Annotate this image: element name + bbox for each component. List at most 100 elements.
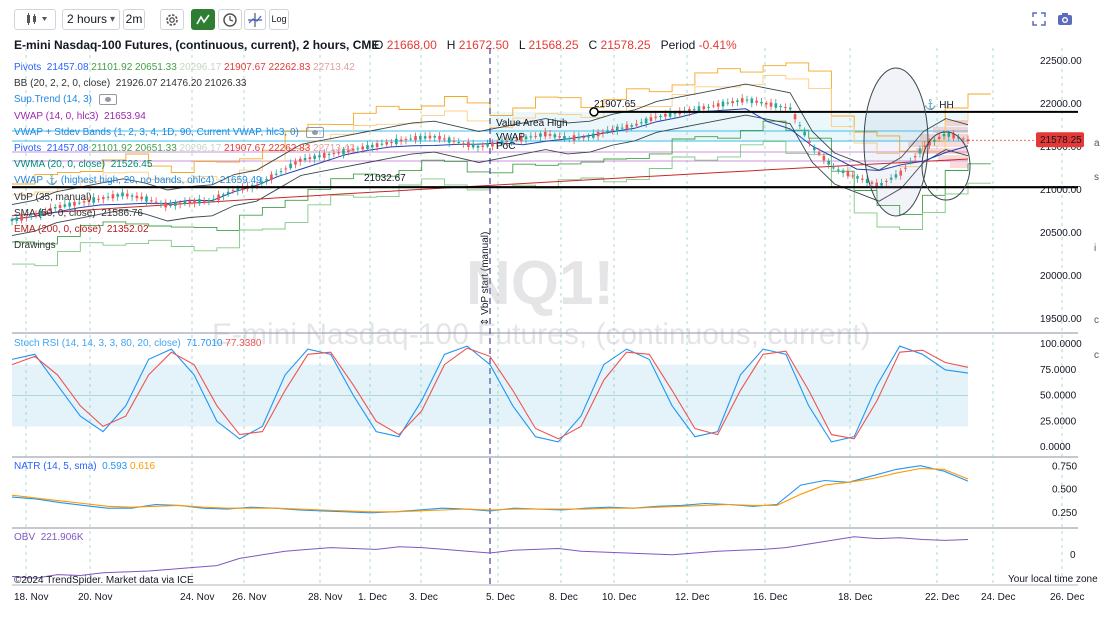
candle-body bbox=[961, 138, 965, 140]
legend-vwap-bands[interactable]: VWAP + Stdev Bands (1, 2, 3, 4, 1D, 90, … bbox=[14, 125, 355, 141]
candle-body bbox=[44, 210, 47, 212]
candle-body bbox=[697, 106, 701, 112]
candle-body bbox=[188, 200, 192, 204]
legend-pivots-2[interactable]: Pivots 21457.08 21101.92 20651.33 20296.… bbox=[14, 141, 355, 157]
crosshair-icon[interactable] bbox=[244, 9, 266, 30]
legend-vwma[interactable]: VWMA (20, 0, close) 21526.45 bbox=[14, 157, 355, 173]
legend-name: VbP (35, manual) bbox=[14, 191, 92, 203]
candle-body bbox=[539, 133, 542, 137]
eye-icon[interactable] bbox=[98, 94, 117, 106]
stoch-axis-label: 100.0000 bbox=[1040, 339, 1082, 350]
candle-body bbox=[491, 142, 494, 147]
legend-pivots-1[interactable]: Pivots 21457.08 21101.92 20651.33 20296.… bbox=[14, 60, 355, 76]
legend-value: 21457.08 bbox=[46, 62, 89, 73]
candle-body bbox=[817, 152, 821, 155]
eye-icon[interactable] bbox=[305, 126, 324, 138]
natr-name: NATR (14, 5, sma) bbox=[14, 461, 97, 472]
time-axis-label: 28. Nov bbox=[308, 592, 342, 603]
legend-suptrend[interactable]: Sup.Trend (14, 3) bbox=[14, 92, 355, 108]
legend-drawings[interactable]: Drawings bbox=[14, 238, 355, 254]
candles-icon[interactable] bbox=[14, 9, 56, 30]
candle-body bbox=[952, 134, 955, 139]
candle-body bbox=[664, 113, 667, 117]
gear-icon[interactable] bbox=[160, 9, 184, 30]
legend-name: Pivots bbox=[14, 142, 42, 154]
legend-name: VWAP (14, 0, hlc3) bbox=[14, 110, 99, 122]
natr-axis-label: 0.250 bbox=[1052, 508, 1077, 519]
legend-value: 21586.76 bbox=[101, 207, 143, 219]
log-scale-icon[interactable]: Log bbox=[269, 9, 289, 30]
legend-vbp[interactable]: VbP (35, manual) bbox=[14, 190, 355, 206]
natr-legend[interactable]: NATR (14, 5, sma) 0.593 0.616 bbox=[14, 461, 155, 472]
legend-vwap-anchor[interactable]: VWAP ⚓ (highest high, 20, no bands, ohlc… bbox=[14, 173, 355, 189]
candle-body bbox=[788, 107, 792, 110]
candle-body bbox=[361, 146, 364, 150]
close-label: C bbox=[588, 38, 598, 52]
candle-body bbox=[510, 139, 513, 142]
candle-body bbox=[572, 135, 576, 141]
camera-icon[interactable] bbox=[1057, 12, 1073, 31]
candle-body bbox=[861, 178, 864, 180]
open-value: 21668.00 bbox=[386, 38, 437, 52]
ellipse-drawing bbox=[863, 67, 929, 217]
timeframe-button[interactable]: 2m bbox=[123, 9, 145, 30]
candle-body bbox=[889, 177, 893, 180]
stoch-legend[interactable]: Stoch RSI (14, 14, 3, 3, 80, 20, close) … bbox=[14, 338, 261, 349]
candle-body bbox=[899, 170, 903, 176]
high-label: H bbox=[446, 38, 456, 52]
price-axis-label: 21500.00 bbox=[1040, 142, 1082, 153]
obv-line bbox=[11, 536, 969, 579]
price-axis-label: 20000.00 bbox=[1040, 271, 1082, 282]
candle-body bbox=[212, 198, 216, 201]
candle-body bbox=[438, 136, 441, 140]
candle-body bbox=[476, 145, 480, 148]
natr-sma-value: 0.616 bbox=[129, 461, 156, 472]
candle-body bbox=[125, 193, 129, 197]
candle-body bbox=[20, 215, 23, 221]
volume-profile-bar bbox=[908, 141, 968, 147]
hh-label: ⚓ HH bbox=[924, 98, 954, 111]
legend-ema[interactable]: EMA (200, 0, close) 21352.02 bbox=[14, 222, 355, 238]
candle-body bbox=[111, 194, 115, 199]
candle-body bbox=[692, 109, 696, 111]
obv-legend[interactable]: OBV 221.906K bbox=[14, 532, 84, 543]
obv-value: 221.906K bbox=[40, 532, 84, 543]
candle-body bbox=[130, 195, 134, 197]
stoch-d-value: 77.3380 bbox=[225, 338, 262, 349]
fullscreen-icon[interactable] bbox=[1032, 12, 1046, 31]
candle-body bbox=[534, 135, 537, 137]
legend-bb[interactable]: BB (20, 2, 2, 0, close) 21926.07 21476.2… bbox=[14, 76, 355, 92]
legend-name: SMA (50, 0, close) bbox=[14, 207, 96, 219]
candle-body bbox=[222, 194, 225, 196]
clipped-text: s bbox=[1094, 172, 1099, 183]
candle-body bbox=[529, 136, 533, 138]
time-axis-label: 18. Dec bbox=[838, 592, 872, 603]
poc-tag: PoC bbox=[496, 141, 515, 152]
legend-sma[interactable]: SMA (50, 0, close) 21586.76 bbox=[14, 206, 355, 222]
candle-body bbox=[904, 167, 907, 169]
candle-body bbox=[298, 158, 302, 162]
candle-body bbox=[447, 137, 451, 143]
interval-select[interactable]: 2 hours ▾ bbox=[62, 9, 120, 30]
anchor-point bbox=[589, 107, 599, 117]
legend-vwap[interactable]: VWAP (14, 0, hlc3) 21653.94 bbox=[14, 109, 355, 125]
price-axis-label: 19500.00 bbox=[1040, 314, 1082, 325]
legend-value: 21659.49 bbox=[219, 175, 262, 187]
last-price-tag bbox=[1036, 132, 1084, 148]
vwap-tag: VWAP bbox=[496, 132, 525, 143]
stoch-k-value: 71.7010 bbox=[186, 338, 223, 349]
indicator-icon[interactable] bbox=[191, 9, 215, 30]
legend-name: Pivots bbox=[14, 62, 42, 73]
pivot-s1-line bbox=[12, 120, 991, 245]
clock-icon[interactable] bbox=[218, 9, 242, 30]
legend-name: VWMA (20, 0, close) bbox=[14, 159, 106, 171]
vbp-start-label: ⇕ VbP start (manual) bbox=[480, 232, 491, 326]
candle-body bbox=[894, 174, 898, 178]
natr-axis-label: 0.500 bbox=[1052, 485, 1077, 496]
last-price-label: 21578.25 bbox=[1040, 135, 1082, 146]
legend-name: Drawings bbox=[14, 240, 56, 252]
candle-body bbox=[519, 136, 523, 142]
time-axis-label: 24. Dec bbox=[981, 592, 1015, 603]
period-value: -0.41% bbox=[698, 38, 737, 52]
